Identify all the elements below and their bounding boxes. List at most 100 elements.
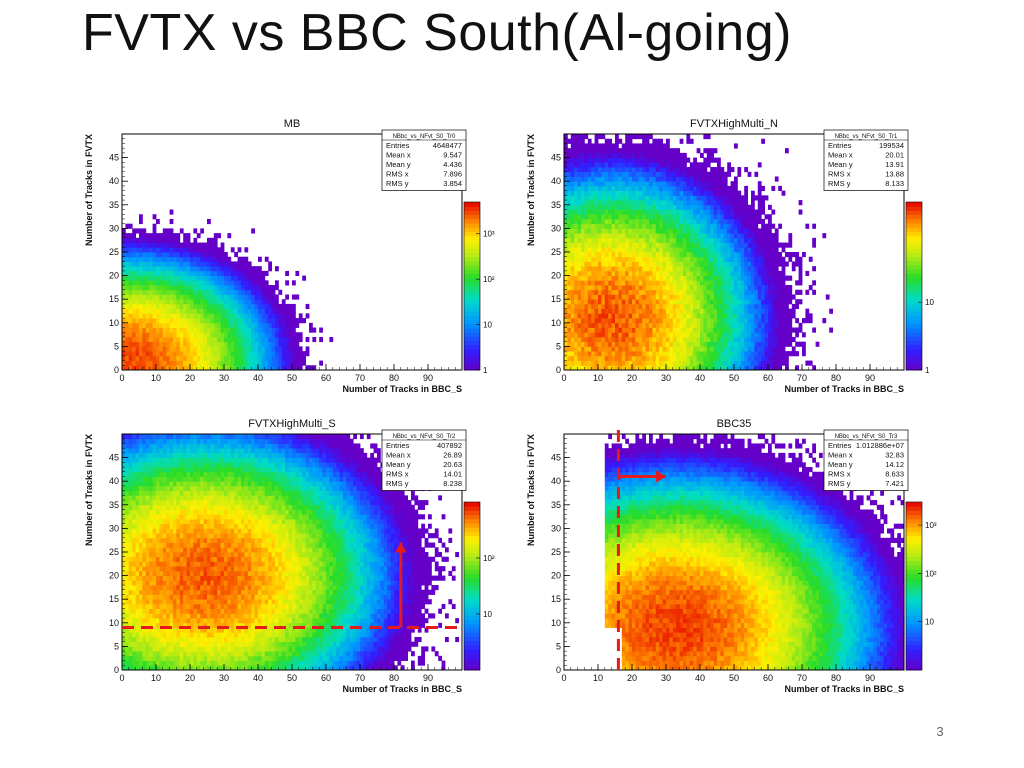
heatmap-bin <box>720 185 725 192</box>
heatmap-bin <box>615 148 619 154</box>
heatmap-bin <box>598 204 602 210</box>
heatmap-bin <box>237 365 242 371</box>
heatmap-bin <box>747 261 752 267</box>
heatmap-bin <box>224 294 228 300</box>
heatmap-bin <box>237 322 242 328</box>
heatmap-bin <box>686 299 691 305</box>
heatmap-bin <box>193 327 198 333</box>
heatmap-bin <box>689 185 694 192</box>
heatmap-bin <box>764 351 769 357</box>
heatmap-bin <box>628 204 633 210</box>
heatmap-bin <box>662 214 667 220</box>
heatmap-bin <box>611 200 616 206</box>
heatmap-bin <box>754 322 759 328</box>
heatmap-bin <box>761 308 765 314</box>
heatmap-bin <box>798 270 803 276</box>
heatmap-bin <box>642 134 646 140</box>
heatmap-bin <box>764 256 769 262</box>
heatmap-bin <box>183 261 187 267</box>
color-scale-segment <box>464 273 480 279</box>
heatmap-bin <box>139 252 143 258</box>
heatmap-bin <box>788 289 793 295</box>
stats-key: RMS x <box>828 170 851 179</box>
heatmap-bin <box>601 171 606 177</box>
heatmap-bin <box>139 270 143 276</box>
heatmap-bin <box>584 214 589 220</box>
heatmap-bin <box>309 365 313 371</box>
heatmap-bin <box>689 318 694 324</box>
heatmap-bin <box>679 270 684 276</box>
heatmap-bin <box>611 336 616 343</box>
heatmap-bin <box>781 308 786 314</box>
heatmap-bin <box>122 452 126 458</box>
heatmap-bin <box>132 556 136 562</box>
heatmap-bin <box>122 318 126 324</box>
heatmap-bin <box>642 346 646 352</box>
heatmap-bin <box>139 346 143 352</box>
heatmap-bin <box>659 148 663 154</box>
heatmap-bin <box>642 299 646 305</box>
heatmap-bin <box>145 351 150 357</box>
heatmap-bin <box>203 341 208 347</box>
heatmap-bin <box>224 303 228 310</box>
heatmap-bin <box>125 365 130 371</box>
heatmap-bin <box>659 252 663 258</box>
color-scale-frame <box>905 201 923 371</box>
heatmap-bin <box>635 289 640 295</box>
heatmap-bin <box>176 327 181 333</box>
heatmap-bin <box>145 237 150 243</box>
heatmap-bin <box>611 214 616 220</box>
heatmap-bin <box>611 275 616 281</box>
heatmap-bin <box>713 228 718 234</box>
heatmap-bin <box>703 285 708 291</box>
heatmap-bin <box>611 261 616 267</box>
heatmap-bin <box>190 256 194 262</box>
color-scale-segment <box>906 311 922 316</box>
heatmap-bin <box>669 167 674 173</box>
heatmap-bin <box>268 313 272 319</box>
heatmap-bin <box>686 256 691 262</box>
heatmap-bin <box>166 365 170 371</box>
heatmap-bin <box>638 261 643 267</box>
heatmap-bin <box>288 365 293 371</box>
heatmap-bin <box>217 285 221 291</box>
heatmap-bin <box>761 351 765 357</box>
heatmap-bin <box>139 360 143 366</box>
heatmap-bin <box>808 256 813 262</box>
heatmap-bin <box>703 365 708 371</box>
heatmap-bin <box>696 242 701 248</box>
heatmap-bin <box>608 261 612 267</box>
heatmap-bin <box>706 351 711 357</box>
heatmap-bin <box>771 270 776 276</box>
heatmap-bin <box>125 242 130 248</box>
heatmap-bin <box>700 171 704 177</box>
heatmap-bin <box>696 346 701 352</box>
heatmap-bin <box>638 313 643 319</box>
heatmap-bin <box>230 247 235 253</box>
heatmap-bin <box>730 190 735 196</box>
heatmap-bin <box>203 289 208 295</box>
heatmap-bin <box>601 242 606 248</box>
heatmap-bin <box>618 171 623 177</box>
heatmap-bin <box>132 660 136 666</box>
heatmap-bin <box>669 237 674 243</box>
heatmap-bin <box>730 280 735 286</box>
heatmap-bin <box>621 365 626 371</box>
color-scale-segment <box>464 265 480 270</box>
heatmap-bin <box>737 171 742 177</box>
color-scale-segment <box>464 248 480 253</box>
heatmap-bin <box>686 322 691 328</box>
heatmap-bin <box>298 313 303 319</box>
heatmap-bin <box>700 280 704 286</box>
heatmap-bin <box>659 204 663 210</box>
heatmap-bin <box>734 209 738 215</box>
heatmap-bin <box>570 214 575 220</box>
heatmap-bin <box>655 148 660 154</box>
heatmap-bin <box>247 289 252 295</box>
heatmap-bin <box>774 322 779 328</box>
heatmap-bin <box>666 162 670 168</box>
heatmap-bin <box>761 228 765 234</box>
heatmap-bin <box>166 360 170 366</box>
heatmap-bin <box>159 346 164 352</box>
color-scale-segment <box>906 298 922 304</box>
